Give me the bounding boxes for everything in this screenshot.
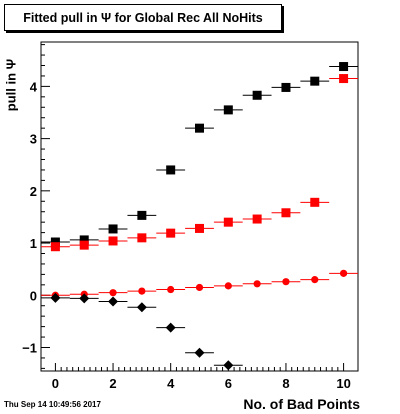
data-point-diamond: [108, 296, 119, 307]
x-tick-label: 4: [167, 376, 175, 391]
x-tick-label: 0: [52, 376, 59, 391]
x-tick-label: 8: [282, 376, 289, 391]
data-point-square: [281, 82, 291, 92]
data-point-circle: [224, 282, 232, 290]
x-tick-label: 6: [225, 376, 232, 391]
x-tick-label: 10: [336, 376, 350, 391]
data-point-circle: [138, 287, 146, 295]
y-tick-label: −1: [22, 341, 37, 356]
y-axis-label: pull in Ψ: [3, 58, 19, 112]
data-point-square: [50, 242, 60, 252]
data-point-diamond: [50, 292, 61, 303]
data-point-circle: [253, 280, 261, 288]
data-point-square: [252, 90, 262, 100]
series-4: [41, 292, 243, 371]
timestamp: Thu Sep 14 10:49:56 2017: [4, 400, 101, 409]
data-marks: [41, 62, 358, 371]
data-point-circle: [167, 285, 175, 294]
data-point-square: [310, 197, 320, 207]
data-point-square: [79, 240, 89, 250]
data-point-diamond: [79, 293, 90, 304]
data-point-square: [252, 214, 262, 224]
y-tick-label: 3: [30, 132, 37, 147]
data-point-diamond: [223, 360, 234, 371]
y-tick-label: 2: [30, 184, 37, 199]
data-point-square: [223, 105, 233, 115]
data-point-square: [79, 235, 89, 245]
chart-title: Fitted pull in Ψ for Global Rec All NoHi…: [4, 4, 282, 31]
y-tick-label: 4: [30, 79, 38, 94]
y-tick-label: 1: [30, 236, 37, 251]
data-point-diamond: [194, 347, 205, 358]
data-point-square: [195, 123, 204, 133]
data-point-circle: [109, 289, 117, 297]
data-point-square: [50, 237, 60, 247]
data-point-circle: [339, 269, 348, 277]
data-point-square: [195, 223, 204, 233]
data-point-diamond: [165, 322, 176, 333]
data-point-square: [223, 217, 233, 227]
x-axis-label: No. of Bad Points: [243, 396, 360, 412]
axes: 0 2 4 6 8 10 −1 0 1 2 3 4: [22, 44, 351, 391]
x-tick-label: 2: [109, 376, 116, 391]
data-point-square: [166, 228, 176, 238]
data-point-circle: [282, 278, 290, 286]
data-point-circle: [311, 276, 319, 284]
y-tick-label: 0: [30, 288, 37, 303]
data-point-square: [339, 62, 349, 72]
data-point-square: [339, 74, 349, 84]
series-2: [41, 74, 358, 252]
data-point-square: [108, 224, 118, 234]
data-point-diamond: [136, 302, 147, 313]
data-point-circle: [195, 283, 204, 292]
data-point-square: [108, 236, 118, 246]
data-point-square: [137, 210, 147, 220]
data-point-square: [137, 233, 147, 243]
data-point-square: [310, 76, 320, 86]
data-point-square: [281, 208, 291, 218]
series-1: [41, 62, 358, 247]
series-3: [41, 269, 358, 299]
data-point-square: [166, 165, 176, 175]
